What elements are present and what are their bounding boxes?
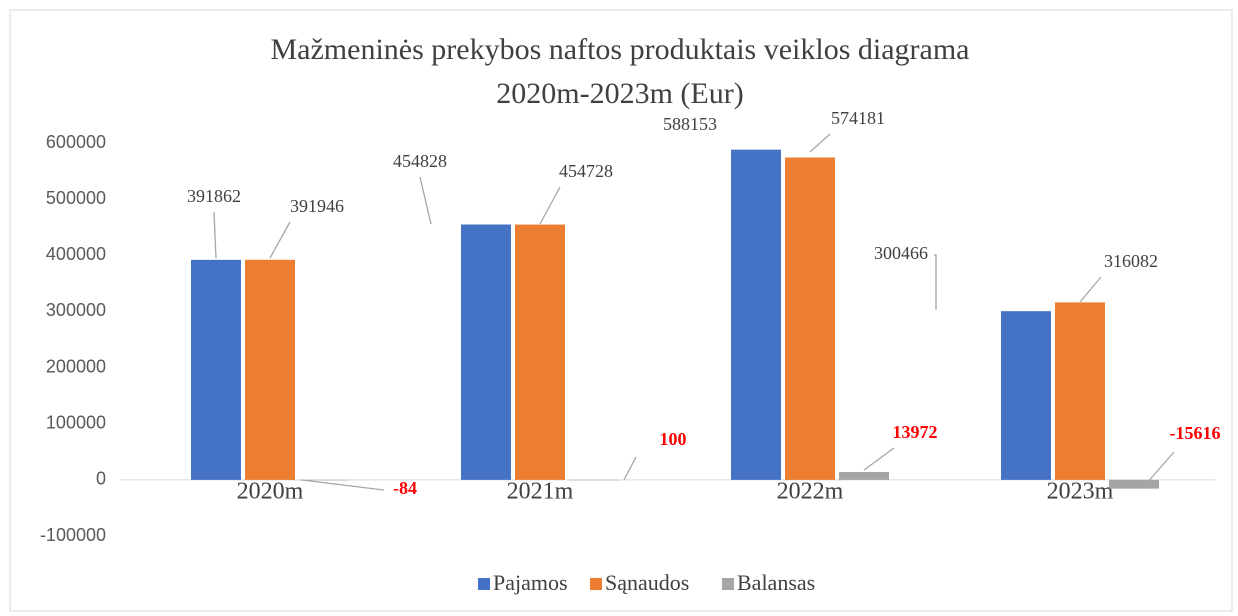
chart-title: 2020m-2023m (Eur) — [496, 77, 743, 110]
bar — [299, 479, 349, 481]
leader-line — [419, 176, 432, 225]
legend-swatch — [478, 578, 490, 590]
data-label: 391946 — [290, 196, 344, 216]
data-label: 391862 — [187, 186, 241, 206]
leader-line — [863, 447, 895, 471]
data-label: 100 — [660, 429, 687, 449]
y-tick-label: 0 — [96, 469, 106, 489]
y-tick-label: 300000 — [46, 300, 106, 320]
y-tick-label: -100000 — [40, 525, 106, 545]
y-tick-label: 400000 — [46, 244, 106, 264]
data-label: 316082 — [1104, 251, 1158, 271]
leader-line — [934, 254, 937, 310]
leader-line — [1079, 276, 1102, 303]
data-label: -84 — [393, 478, 417, 498]
y-tick-label: 100000 — [46, 412, 106, 432]
x-tick-label: 2021m — [507, 479, 574, 505]
legend-label: Pajamos — [493, 570, 568, 595]
x-tick-label: 2022m — [777, 479, 844, 505]
y-tick-label: 600000 — [46, 132, 106, 152]
bar — [731, 149, 781, 480]
bar — [1001, 311, 1051, 480]
bar — [245, 259, 295, 480]
legend-label: Balansas — [737, 570, 815, 595]
bar — [839, 472, 889, 480]
legend-label: Sąnaudos — [605, 570, 689, 595]
bar — [515, 224, 565, 480]
bar — [569, 479, 619, 481]
bar — [1109, 479, 1159, 489]
y-tick-label: 500000 — [46, 188, 106, 208]
bar — [461, 224, 511, 480]
bar — [1055, 302, 1105, 480]
x-tick-label: 2023m — [1047, 479, 1114, 505]
data-label: 454728 — [559, 161, 613, 181]
data-label: 454828 — [393, 151, 447, 171]
bar — [785, 157, 835, 480]
legend-swatch — [590, 578, 602, 590]
data-label: -15616 — [1170, 423, 1221, 443]
x-tick-label: 2020m — [237, 479, 304, 505]
leader-line — [301, 479, 385, 491]
leader-line — [269, 221, 291, 259]
data-label: 574181 — [831, 108, 885, 128]
bar — [191, 259, 241, 480]
leader-line — [623, 456, 637, 481]
leader-line — [809, 133, 831, 153]
leader-line — [213, 211, 217, 259]
y-tick-label: 200000 — [46, 356, 106, 376]
leader-line — [1145, 451, 1175, 485]
leader-line — [539, 186, 561, 225]
data-label: 13972 — [893, 422, 938, 442]
legend-swatch — [722, 578, 734, 590]
data-label: 300466 — [874, 243, 928, 263]
data-label: 588153 — [663, 114, 717, 134]
chart-title: Mažmeninės prekybos naftos produktais ve… — [271, 33, 970, 66]
